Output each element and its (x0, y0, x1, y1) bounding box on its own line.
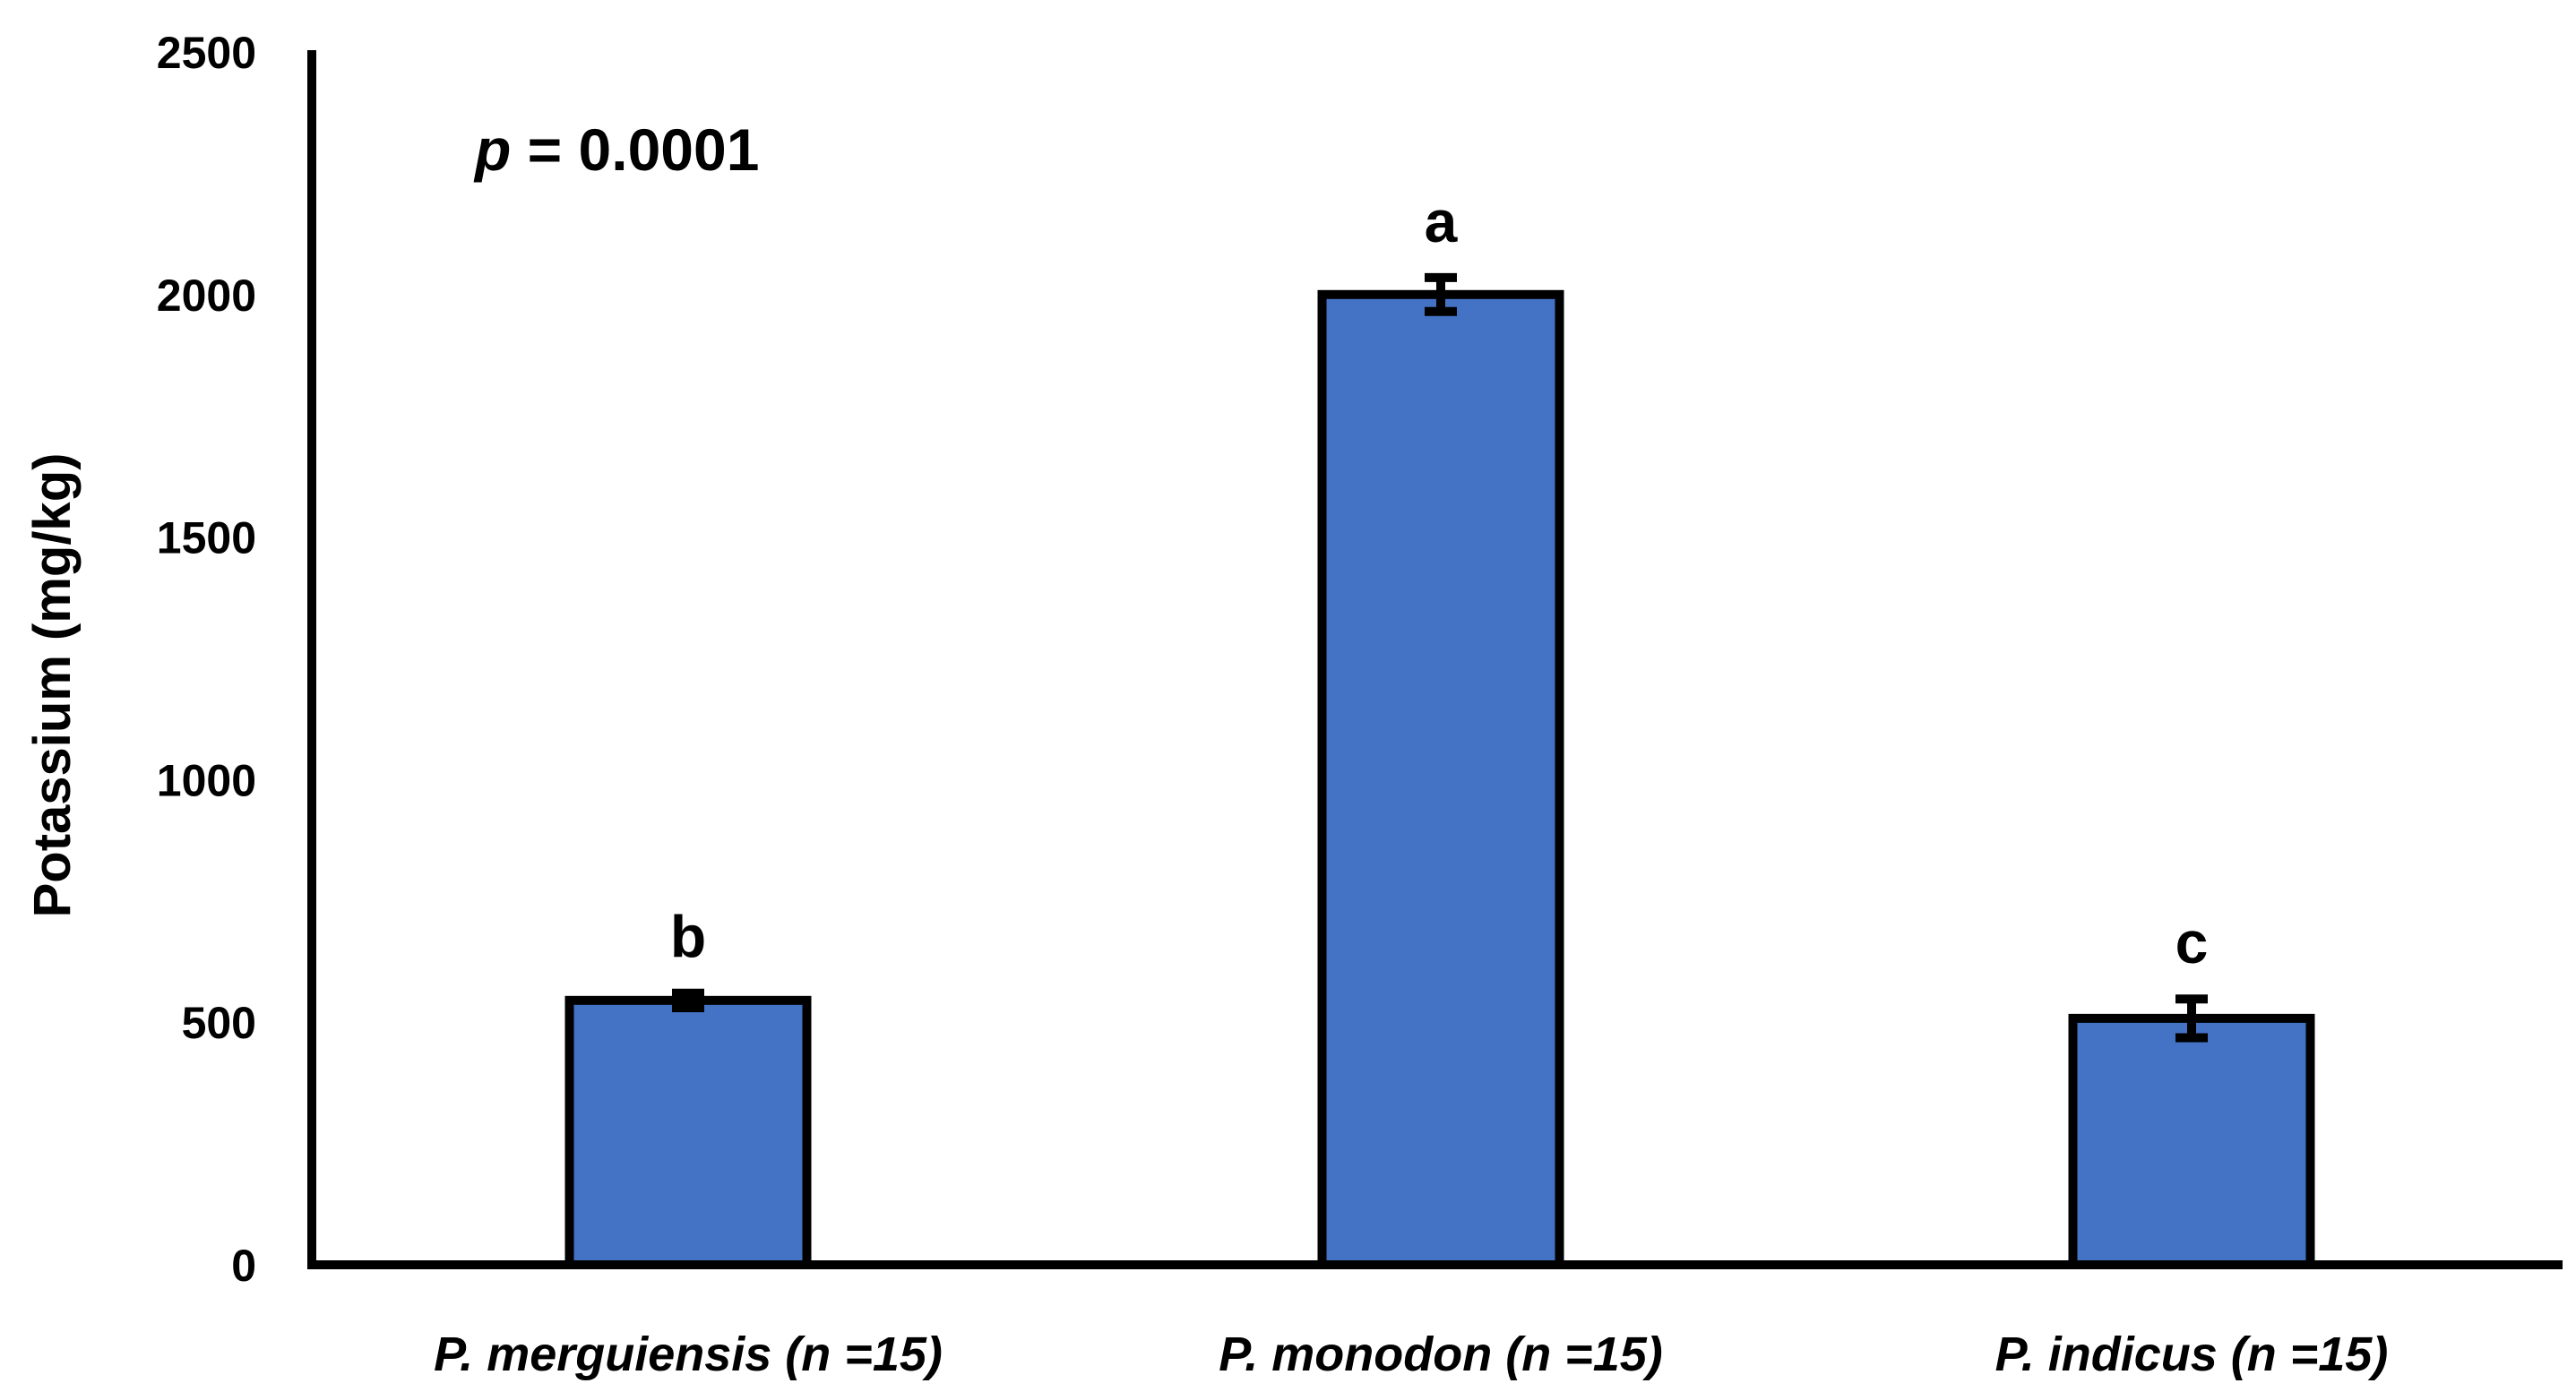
significance-letters: b a c (670, 188, 2209, 975)
category-label-1: P. merguiensis (n =15) (434, 1328, 943, 1381)
error-bar-3 (2175, 994, 2208, 1043)
y-tick-label-2000: 2000 (157, 271, 256, 321)
y-tick-label-1500: 1500 (157, 513, 256, 563)
error-bars-layer (672, 272, 2208, 1043)
y-tick-label-0: 0 (231, 1241, 256, 1291)
bars-layer (564, 289, 2315, 1269)
p-value-annotation: p = 0.0001 (473, 116, 759, 183)
category-label-3: P. indicus (n =15) (1995, 1328, 2389, 1381)
bar-1 (564, 995, 812, 1269)
significance-letter-1: b (670, 904, 706, 970)
y-tick-label-500: 500 (182, 998, 256, 1048)
p-symbol: p (473, 116, 511, 183)
bar-2 (1317, 289, 1564, 1269)
y-tick-label-2500: 2500 (157, 28, 256, 78)
error-bar-1 (672, 988, 704, 1012)
error-bar-2 (1425, 272, 1457, 316)
x-category-labels: P. merguiensis (n =15) P. monodon (n =15)… (434, 1328, 2388, 1381)
y-tick-labels: 0 500 1000 1500 2000 2500 (157, 28, 256, 1291)
p-value-text: = 0.0001 (511, 116, 759, 183)
y-tick-label-1000: 1000 (157, 755, 256, 805)
significance-letter-2: a (1425, 188, 1459, 254)
category-label-2: P. monodon (n =15) (1219, 1328, 1663, 1381)
bar-3 (2068, 1013, 2315, 1269)
significance-letter-3: c (2175, 909, 2209, 975)
axes-layer (307, 50, 2563, 1269)
y-axis-title: Potassium (mg/kg) (23, 453, 82, 918)
